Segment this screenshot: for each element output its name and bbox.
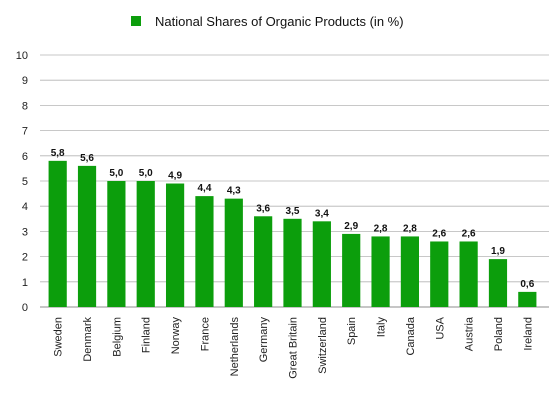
data-label: 3,6 — [256, 203, 270, 214]
x-tick-label: Austria — [464, 316, 476, 351]
y-tick-label: 3 — [22, 226, 28, 238]
x-tick-label: Canada — [405, 316, 417, 355]
y-tick-label: 7 — [22, 126, 28, 138]
y-tick-label: 8 — [22, 100, 28, 112]
bar — [430, 241, 449, 307]
data-label: 4,3 — [227, 186, 241, 197]
x-axis-labels: Sweden Denmark Belgium Finland Norway France N… — [53, 316, 535, 379]
y-tick-label: 4 — [22, 201, 28, 213]
y-tick-label: 2 — [22, 252, 28, 264]
bar — [518, 291, 537, 307]
x-tick-label: Belgium — [111, 317, 123, 357]
y-tick-label: 5 — [22, 176, 28, 188]
bar — [77, 165, 97, 307]
x-tick-label: Spain — [346, 317, 358, 345]
bar — [342, 233, 361, 307]
data-label: 2,8 — [403, 223, 417, 234]
x-tick-label: Switzerland — [317, 317, 329, 374]
x-tick-label: France — [199, 317, 211, 351]
bar — [488, 259, 508, 307]
data-label: 5,0 — [139, 168, 153, 179]
y-tick-label: 0 — [22, 302, 28, 314]
data-label: 0,6 — [520, 279, 534, 290]
data-label: 4,4 — [197, 183, 211, 194]
x-tick-label: Ireland — [522, 317, 534, 351]
data-label: 1,9 — [491, 246, 505, 257]
x-tick-label: Netherlands — [229, 317, 241, 377]
bar — [400, 236, 420, 307]
data-labels: 5,8 5,6 5,0 5,0 4,9 4,4 4,3 3,6 3,5 3,4 2,9 2,8 2,8 2… — [51, 148, 535, 290]
legend: National Shares of Organic Products (in … — [131, 14, 404, 29]
x-tick-label: Norway — [170, 317, 182, 355]
x-tick-label: Denmark — [82, 317, 94, 362]
data-label: 5,0 — [109, 168, 123, 179]
legend-swatch — [131, 16, 141, 26]
bar — [48, 160, 67, 307]
bar — [254, 216, 273, 307]
data-label: 2,6 — [432, 228, 446, 239]
x-tick-label: Germany — [258, 317, 270, 363]
data-label: 3,4 — [315, 208, 329, 219]
bar — [195, 196, 214, 307]
x-tick-label: USA — [434, 316, 446, 339]
data-label: 2,8 — [374, 223, 388, 234]
bar — [459, 241, 478, 307]
bar — [224, 198, 243, 307]
y-tick-label: 6 — [22, 151, 28, 163]
data-label: 2,6 — [462, 228, 476, 239]
data-label: 5,6 — [80, 153, 94, 164]
legend-label: National Shares of Organic Products (in … — [155, 14, 404, 29]
data-label: 2,9 — [344, 221, 358, 232]
x-tick-label: Sweden — [53, 317, 65, 357]
x-tick-label: Poland — [493, 317, 505, 351]
x-tick-label: Italy — [376, 317, 388, 338]
data-label: 4,9 — [168, 171, 182, 182]
y-tick-label: 10 — [16, 50, 28, 62]
bar — [136, 181, 155, 307]
x-tick-label: Finland — [141, 317, 153, 353]
bar — [107, 181, 126, 307]
y-tick-label: 9 — [22, 75, 28, 87]
data-label: 5,8 — [51, 148, 65, 159]
data-label: 3,5 — [286, 206, 300, 217]
bar — [312, 221, 331, 307]
y-tick-label: 1 — [22, 277, 28, 289]
bar — [371, 236, 390, 307]
bars — [48, 160, 537, 307]
bar — [283, 218, 302, 307]
y-axis-ticks: 0 1 2 3 4 5 6 7 8 9 10 — [16, 50, 28, 314]
x-tick-label: Great Britain — [288, 317, 300, 379]
bar — [165, 183, 185, 307]
